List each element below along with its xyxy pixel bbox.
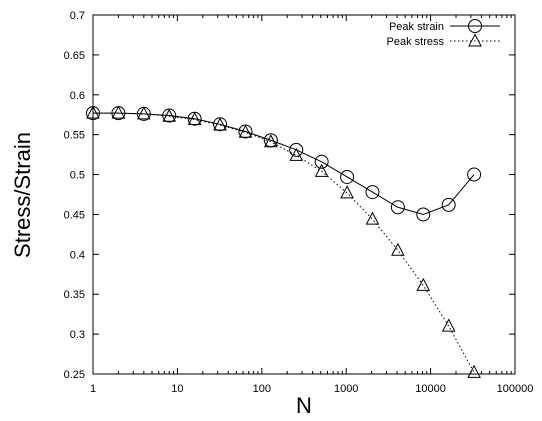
y-tick-label: 0.65 (64, 50, 85, 62)
y-tick-label: 0.5 (70, 170, 85, 182)
y-tick-label: 0.6 (70, 90, 85, 102)
data-point-triangle (187, 111, 202, 125)
markers (86, 105, 482, 378)
data-point-triangle (86, 105, 100, 119)
y-tick-label: 0.25 (64, 369, 85, 381)
x-tick-label: 1 (90, 383, 96, 395)
y-tick-label: 0.55 (64, 130, 85, 142)
data-point-circle (340, 169, 355, 184)
data-point-circle (390, 200, 405, 215)
data-point-circle (289, 142, 304, 157)
data-point-triangle (365, 211, 380, 225)
data-point-triangle (162, 108, 177, 122)
x-tick-label: 100 (253, 383, 271, 395)
data-point-triangle (213, 117, 227, 131)
y-tick-label: 0.3 (70, 329, 85, 341)
data-point-triangle (111, 105, 126, 119)
x-tick-label: 10000 (415, 383, 446, 395)
data-point-triangle (441, 318, 456, 332)
data-point-triangle (340, 185, 354, 199)
data-point-triangle (416, 277, 431, 291)
x-tick-label: 1000 (334, 383, 358, 395)
legend-label-1: Peak stress (387, 36, 445, 48)
data-point-triangle (136, 106, 151, 120)
series-line-0 (93, 112, 475, 215)
data-point-circle (314, 154, 329, 169)
data-point-triangle (264, 134, 278, 148)
y-tick-label: 0.45 (64, 209, 85, 221)
y-axis-title: Stress/Strain (10, 132, 35, 258)
series-lines (93, 112, 475, 373)
legend-marker-1 (468, 33, 482, 47)
y-tick-label: 0.4 (70, 249, 85, 261)
legend-marker-0 (468, 19, 482, 33)
data-point-triangle (238, 124, 253, 138)
data-point-triangle (314, 163, 329, 177)
data-point-triangle (391, 242, 405, 256)
data-point-circle (365, 185, 380, 200)
ticks: 0.25 0.3 0.35 0.4 0.45 0.5 0.55 0.6 0.65 0.7 1 10 10… (64, 10, 534, 395)
y-tick-label: 0.7 (70, 10, 85, 22)
legend-label-0: Peak strain (389, 21, 444, 33)
legend: Peak strain Peak stress (387, 19, 500, 48)
series-line-1 (93, 112, 475, 373)
data-point-circle (441, 197, 456, 212)
data-point-circle (416, 207, 431, 222)
x-tick-label: 10 (171, 383, 183, 395)
data-point-triangle (467, 364, 481, 378)
data-point-circle (467, 167, 482, 182)
y-tick-label: 0.35 (64, 289, 85, 301)
x-axis-title: N (296, 393, 312, 418)
data-point-triangle (289, 147, 304, 161)
plot-frame (92, 14, 516, 375)
x-tick-label: 100000 (497, 383, 534, 395)
